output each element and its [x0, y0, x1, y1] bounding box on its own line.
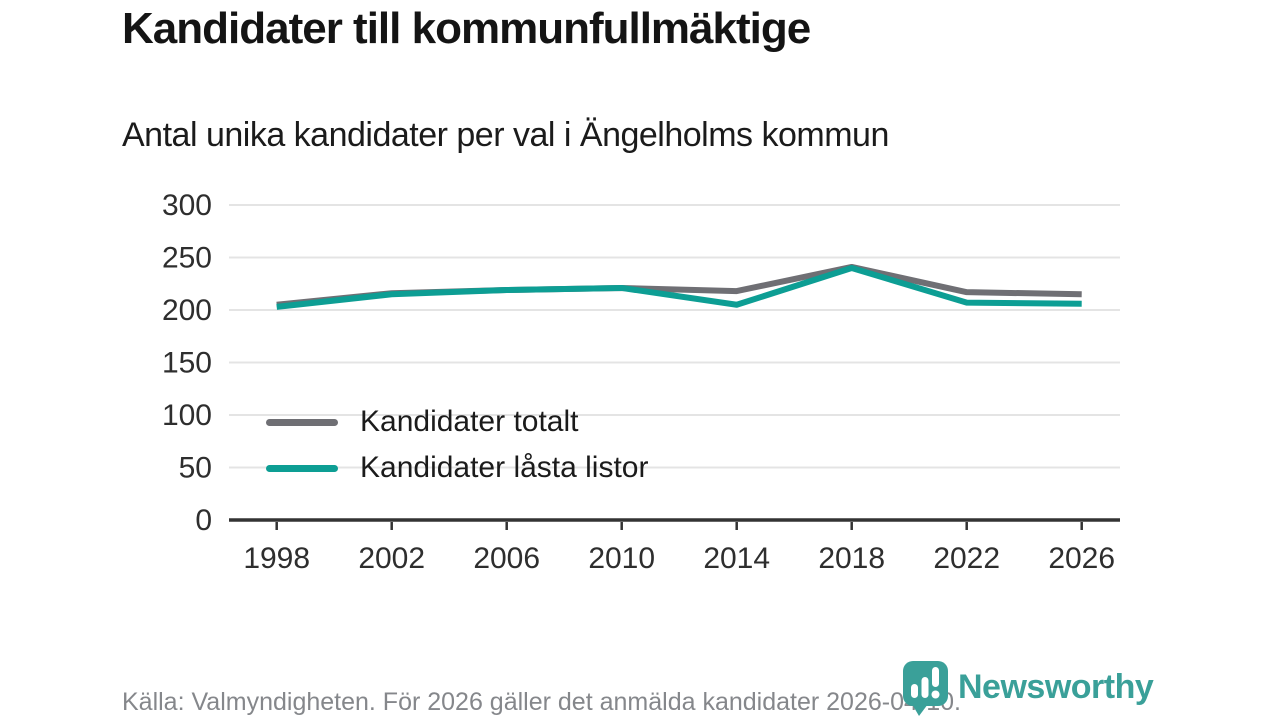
newsworthy-logo: Newsworthy: [902, 660, 1154, 716]
svg-text:2010: 2010: [588, 542, 655, 575]
svg-text:300: 300: [162, 189, 212, 222]
svg-text:1998: 1998: [243, 542, 310, 575]
x-axis-ticks: [275, 522, 1083, 530]
svg-text:150: 150: [162, 347, 212, 380]
newsworthy-logo-icon: [903, 661, 948, 716]
legend-label-total: Kandidater totalt: [360, 405, 579, 438]
svg-text:0: 0: [195, 504, 212, 537]
legend-item-locked: Kandidater låsta listor: [266, 445, 649, 491]
legend-item-total: Kandidater totalt: [266, 399, 649, 445]
page-title: Kandidater till kommunfullmäktige: [122, 4, 811, 53]
newsworthy-logo-text: Newsworthy: [958, 668, 1154, 706]
y-axis-labels: 0 50 100 150 200 250 300: [162, 189, 212, 537]
svg-text:2022: 2022: [933, 542, 1000, 575]
gridlines: [229, 204, 1120, 469]
svg-text:2014: 2014: [703, 542, 770, 575]
series-line-1: [276, 265, 1082, 310]
svg-text:250: 250: [162, 242, 212, 275]
source-note: Källa: Valmyndigheten. För 2026 gäller d…: [122, 688, 961, 716]
svg-text:2006: 2006: [473, 542, 540, 575]
x-axis-labels: 1998 2002 2006 2010 2014 2018 2022 2026: [243, 542, 1115, 575]
legend-swatch-total: [266, 418, 338, 426]
chart-legend: Kandidater totalt Kandidater låsta listo…: [266, 399, 649, 491]
svg-text:200: 200: [162, 294, 212, 327]
legend-label-locked: Kandidater låsta listor: [360, 451, 649, 484]
svg-text:100: 100: [162, 399, 212, 432]
svg-text:2026: 2026: [1048, 542, 1115, 575]
svg-text:2018: 2018: [818, 542, 885, 575]
svg-text:2002: 2002: [358, 542, 425, 575]
page-subtitle: Antal unika kandidater per val i Ängelho…: [122, 116, 889, 154]
svg-text:50: 50: [179, 452, 212, 485]
legend-swatch-locked: [266, 464, 338, 472]
